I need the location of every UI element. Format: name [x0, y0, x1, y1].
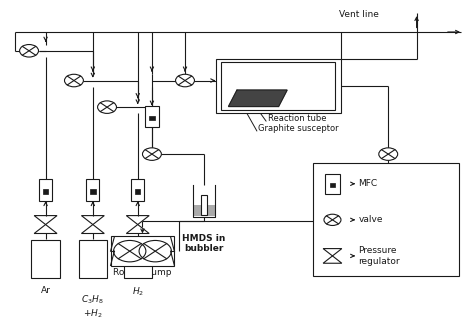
Circle shape [324, 214, 341, 226]
Bar [149, 116, 155, 121]
Text: $C_3H_8$
$+ H_2$: $C_3H_8$ $+ H_2$ [82, 293, 104, 320]
Bar [135, 189, 140, 194]
Bar [313, 163, 459, 276]
Text: Ar: Ar [41, 286, 51, 294]
Text: Pressure
regulator: Pressure regulator [358, 246, 400, 266]
Text: HMDS in
bubbler: HMDS in bubbler [182, 234, 226, 253]
Circle shape [175, 74, 194, 87]
Bar [201, 195, 207, 215]
Bar [31, 240, 60, 278]
Bar [39, 179, 52, 201]
Text: Graphite susceptor: Graphite susceptor [258, 124, 339, 134]
Circle shape [19, 45, 38, 57]
Bar [110, 236, 174, 266]
Text: Reaction tube: Reaction tube [268, 114, 326, 124]
Circle shape [379, 148, 398, 160]
Bar [124, 240, 152, 278]
Text: MFC: MFC [358, 179, 378, 188]
Polygon shape [228, 90, 287, 107]
Bar [325, 174, 339, 194]
Circle shape [98, 101, 117, 113]
Bar [90, 189, 95, 194]
Text: Rotary pump: Rotary pump [113, 268, 172, 277]
Bar [221, 62, 335, 110]
Bar [329, 183, 335, 188]
Text: valve: valve [358, 215, 383, 224]
Bar [146, 106, 158, 127]
Bar [131, 179, 145, 201]
Bar [216, 58, 341, 113]
Bar [43, 189, 48, 194]
Bar [193, 205, 215, 216]
Circle shape [64, 74, 83, 87]
Text: $H_2$: $H_2$ [132, 286, 144, 298]
Circle shape [143, 148, 161, 160]
Text: Vent line: Vent line [338, 10, 378, 19]
Bar [79, 240, 107, 278]
Bar [86, 179, 100, 201]
